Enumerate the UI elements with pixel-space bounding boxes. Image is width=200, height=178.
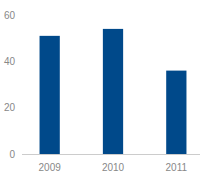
y-tick-label: 20 [4, 102, 16, 113]
x-axis-line [22, 154, 200, 155]
x-tick-label: 2009 [39, 162, 62, 173]
chart-container: 0 20 40 60 2009 2010 2011 [0, 0, 200, 178]
chart-svg: 0 20 40 60 2009 2010 2011 [0, 0, 200, 178]
bar [103, 29, 123, 154]
x-tick-label: 2011 [166, 162, 188, 173]
bars [40, 29, 187, 154]
y-tick-label: 0 [9, 149, 15, 160]
bar [40, 36, 60, 154]
y-tick-label: 60 [4, 10, 16, 21]
x-tick-label: 2010 [102, 162, 125, 173]
y-tick-label: 40 [4, 56, 16, 67]
bar [166, 71, 186, 154]
